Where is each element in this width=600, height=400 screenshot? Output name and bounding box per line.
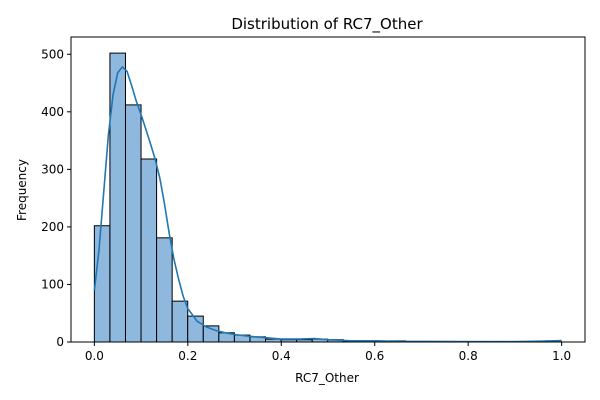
y-tick-label: 0 — [56, 335, 64, 349]
x-tick-label: 1.0 — [552, 349, 571, 363]
x-tick-label: 0.4 — [272, 349, 291, 363]
y-tick-label: 200 — [41, 220, 64, 234]
histogram-bar — [124, 104, 142, 343]
y-tick-label: 400 — [41, 105, 64, 119]
x-axis-label: RC7_Other — [295, 371, 359, 385]
y-axis-ticks: 0 100 200 300 400 500 — [41, 47, 71, 349]
x-tick-label: 0.8 — [459, 349, 478, 363]
histogram-bar — [93, 225, 111, 343]
kde-line — [93, 66, 562, 343]
chart-title: Distribution of RC7_Other — [231, 15, 423, 34]
y-axis-label: Frequency — [15, 159, 29, 221]
kde-curve-layer — [93, 66, 562, 343]
y-tick-label: 500 — [41, 47, 64, 61]
x-tick-label: 0.2 — [178, 349, 197, 363]
histogram-bar — [140, 158, 158, 343]
histogram-bar — [171, 300, 189, 343]
plot-frame — [70, 36, 586, 343]
y-tick-label: 100 — [41, 277, 64, 291]
y-tick-label: 300 — [41, 162, 64, 176]
x-axis-ticks: 0.0 0.2 0.4 0.6 0.8 1.0 — [85, 342, 571, 363]
x-tick-label: 0.0 — [85, 349, 104, 363]
x-tick-label: 0.6 — [365, 349, 384, 363]
histogram-bars — [93, 52, 562, 343]
histogram-bar — [156, 237, 173, 343]
